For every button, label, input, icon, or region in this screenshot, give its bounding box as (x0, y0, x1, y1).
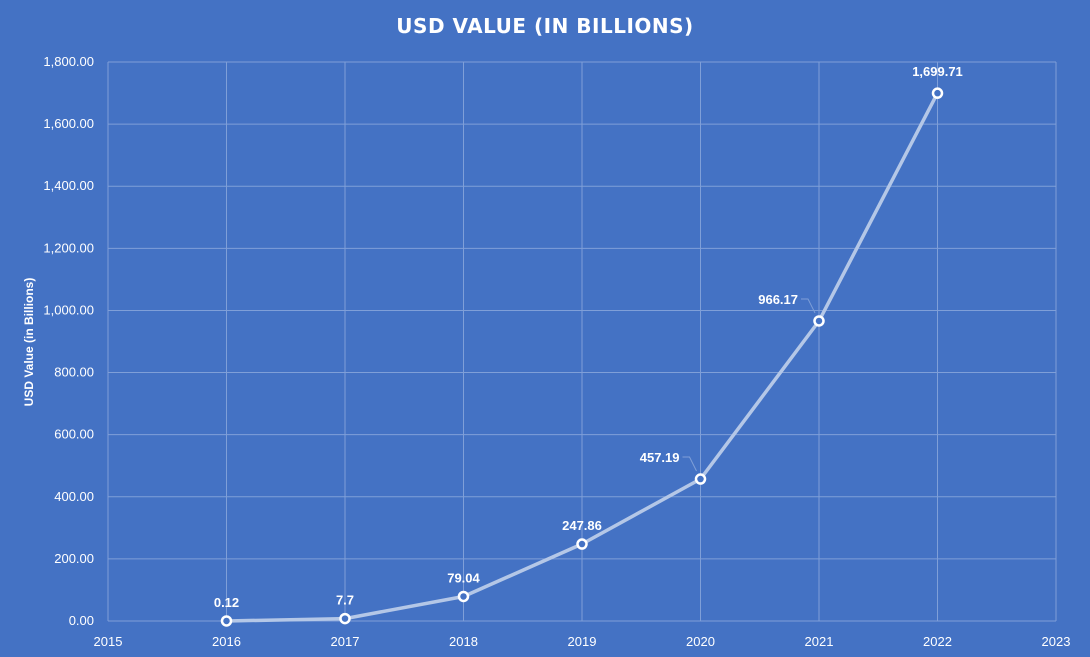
y-tick-label: 1,800.00 (43, 54, 94, 69)
x-tick-label: 2021 (805, 634, 834, 649)
x-tick-label: 2016 (212, 634, 241, 649)
data-point (457, 590, 470, 603)
data-point (694, 473, 707, 485)
y-tick-label: 1,600.00 (43, 116, 94, 131)
data-point (813, 315, 825, 327)
data-point (931, 87, 944, 99)
data-label: 0.12 (214, 595, 239, 610)
x-tick-label: 2023 (1042, 634, 1071, 649)
y-tick-label: 400.00 (54, 489, 94, 504)
x-tick-label: 2015 (94, 634, 123, 649)
x-tick-label: 2019 (568, 634, 597, 649)
x-tick-label: 2018 (449, 634, 478, 649)
data-label: 247.86 (562, 518, 602, 533)
gridlines (107, 61, 1057, 622)
x-tick-label: 2017 (331, 634, 360, 649)
x-tick-label: 2022 (923, 634, 952, 649)
data-labels: 0.12 7.7 79.04 247.86 457.19 966.17 1,699.71 (214, 64, 963, 610)
y-tick-label: 1,200.00 (43, 240, 94, 255)
y-tick-label: 800.00 (54, 365, 94, 380)
data-label: 457.19 (640, 450, 680, 465)
data-point (220, 615, 233, 627)
y-tick-labels: 0.00 200.00 400.00 600.00 800.00 1,000.00 1,20… (43, 54, 94, 628)
data-point (339, 612, 351, 625)
leader-line (682, 456, 697, 472)
y-tick-label: 0.00 (69, 613, 94, 628)
x-tick-label: 2020 (686, 634, 715, 649)
data-label: 7.7 (336, 593, 354, 608)
data-point (576, 538, 588, 550)
leader-line (801, 298, 816, 314)
chart-title: USD VALUE (IN BILLIONS) (396, 14, 694, 38)
data-label: 79.04 (447, 570, 480, 585)
y-tick-label: 200.00 (54, 551, 94, 566)
data-series (220, 87, 944, 627)
data-label: 1,699.71 (912, 64, 963, 79)
y-tick-label: 1,000.00 (43, 302, 94, 317)
y-tick-label: 1,400.00 (43, 178, 94, 193)
x-tick-labels: 2015 2016 2017 2018 2019 2020 2021 2022 2023 (94, 634, 1071, 649)
y-tick-label: 600.00 (54, 427, 94, 442)
data-label: 966.17 (758, 292, 798, 307)
